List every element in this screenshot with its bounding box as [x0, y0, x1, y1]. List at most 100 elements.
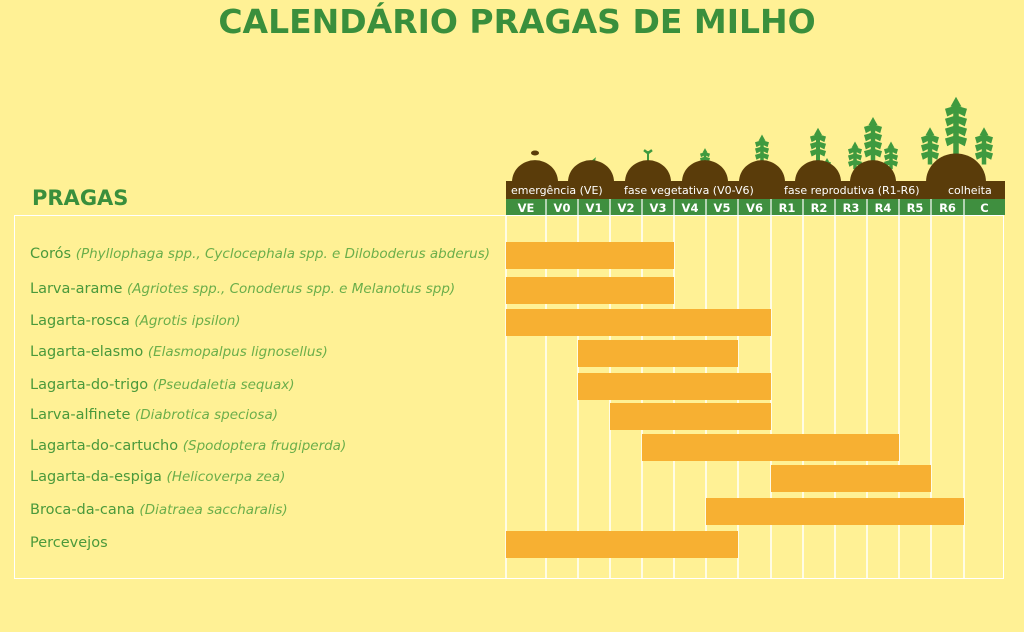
phase-label: fase vegetativa (V0-V6)	[624, 184, 754, 197]
leaf	[945, 135, 967, 147]
stage-tick-label: V6	[746, 201, 763, 215]
leaf	[864, 124, 882, 134]
pest-bar	[506, 277, 674, 304]
pest-scientific-name: (Diatraea saccharalis)	[139, 502, 288, 518]
soil-mound	[739, 160, 785, 182]
stage-tick-label: V2	[618, 201, 635, 215]
plant-icon	[921, 96, 993, 182]
pest-label: Lagarta-do-trigo (Pseudaletia sequax)	[30, 372, 295, 398]
plant-icon	[568, 157, 614, 182]
leaf-tip	[887, 141, 895, 148]
stage-tick-label: R4	[875, 201, 892, 215]
pest-scientific-name: (Elasmopalpus lignosellus)	[147, 344, 328, 360]
soil-mound	[850, 160, 896, 182]
seed	[531, 150, 539, 156]
pest-bar	[506, 309, 771, 336]
pest-scientific-name: (Pseudaletia sequax)	[152, 377, 295, 393]
stage-tick-label: V1	[586, 201, 603, 215]
pest-name: Larva-arame	[30, 281, 123, 297]
leaf	[755, 152, 769, 160]
soil-mound	[512, 160, 558, 182]
sprout	[591, 157, 596, 162]
stage-tick-label: C	[980, 201, 988, 215]
stage-tick-label: V4	[682, 201, 699, 215]
leaf-tip	[979, 127, 989, 136]
pest-scientific-name: (Agrotis ipsilon)	[134, 313, 241, 329]
pest-label: Larva-alfinete (Diabrotica speciosa)	[30, 402, 278, 428]
phase-band	[506, 181, 1005, 199]
leaf	[810, 134, 826, 143]
leaf	[975, 142, 993, 152]
plant-icon	[795, 127, 841, 182]
plant-icon	[682, 148, 728, 182]
plant-icon	[625, 149, 671, 182]
leaf	[848, 147, 862, 155]
stage-tick-label: V0	[554, 201, 571, 215]
stage-tick-label: R1	[779, 201, 796, 215]
leaf-tip	[868, 116, 878, 126]
soil-mound	[568, 160, 614, 182]
phase-label: fase reprodutiva (R1-R6)	[784, 184, 920, 197]
pest-name: Lagarta-elasmo	[30, 344, 144, 360]
leaf-tip	[950, 96, 962, 107]
pest-bar	[706, 498, 964, 525]
leaf	[921, 134, 939, 144]
pest-bar	[771, 465, 931, 492]
leaf-tip	[758, 134, 766, 141]
pest-name: Lagarta-rosca	[30, 313, 130, 329]
leaf-tip	[702, 148, 708, 153]
pest-name: Corós	[30, 246, 72, 262]
stage-tick-label: VE	[518, 201, 535, 215]
stage-tick-label: V5	[714, 201, 731, 215]
pest-name: Lagarta-do-trigo	[30, 377, 149, 393]
leaf	[884, 159, 898, 167]
leaf-tip	[825, 157, 829, 162]
stage-tick-label: R6	[939, 201, 956, 215]
pest-bar	[642, 434, 899, 461]
leaf	[810, 148, 826, 157]
pest-name: Lagarta-da-espiga	[30, 469, 162, 485]
leaf	[864, 148, 882, 158]
pest-label: Lagarta-da-espiga (Helicoverpa zea)	[30, 464, 285, 490]
pest-label: Broca-da-cana (Diatraea saccharalis)	[30, 497, 288, 523]
pest-name: Larva-alfinete	[30, 407, 131, 423]
leaf	[921, 150, 939, 160]
page-title: CALENDÁRIO PRAGAS DE MILHO	[218, 2, 816, 41]
soil-mound	[795, 160, 841, 182]
pest-name: Percevejos	[30, 535, 108, 551]
leaf	[700, 152, 710, 158]
plant-icon	[512, 150, 558, 182]
stage-tick-label: R3	[843, 201, 860, 215]
soil-mound	[625, 160, 671, 182]
chart-frame	[14, 215, 1004, 579]
pest-bar	[578, 373, 771, 400]
phase-label: colheita	[948, 184, 992, 197]
pest-scientific-name: (Spodoptera frugiperda)	[182, 438, 347, 454]
pest-label: Lagarta-elasmo (Elasmopalpus lignosellus…	[30, 339, 328, 365]
soil-mound	[926, 153, 986, 182]
leaf	[921, 142, 939, 152]
leaf	[945, 125, 967, 137]
stage-band	[506, 199, 1005, 215]
pest-scientific-name: (Agriotes spp., Conoderus spp. e Melanot…	[127, 281, 456, 297]
leaf	[755, 146, 769, 154]
leaf	[755, 140, 769, 148]
pest-name: Broca-da-cana	[30, 502, 135, 518]
leaf	[848, 153, 862, 161]
pest-label: Corós (Phyllophaga spp., Cyclocephala sp…	[30, 241, 490, 267]
leaf	[884, 147, 898, 155]
pest-bar	[578, 340, 738, 367]
plant-icon	[739, 134, 785, 182]
rows-header: PRAGAS	[32, 186, 129, 210]
leaf	[810, 141, 826, 150]
pest-scientific-name: (Helicoverpa zea)	[166, 469, 286, 485]
soil-mound	[682, 160, 728, 182]
pest-bar	[506, 531, 738, 558]
stage-tick-label: R2	[811, 201, 828, 215]
pest-name: Lagarta-do-cartucho	[30, 438, 179, 454]
leaf-tip	[814, 127, 822, 135]
pest-scientific-name: (Phyllophaga spp., Cyclocephala spp. e D…	[75, 246, 491, 262]
stage-tick-label: V3	[650, 201, 667, 215]
plant-icon	[848, 116, 898, 182]
